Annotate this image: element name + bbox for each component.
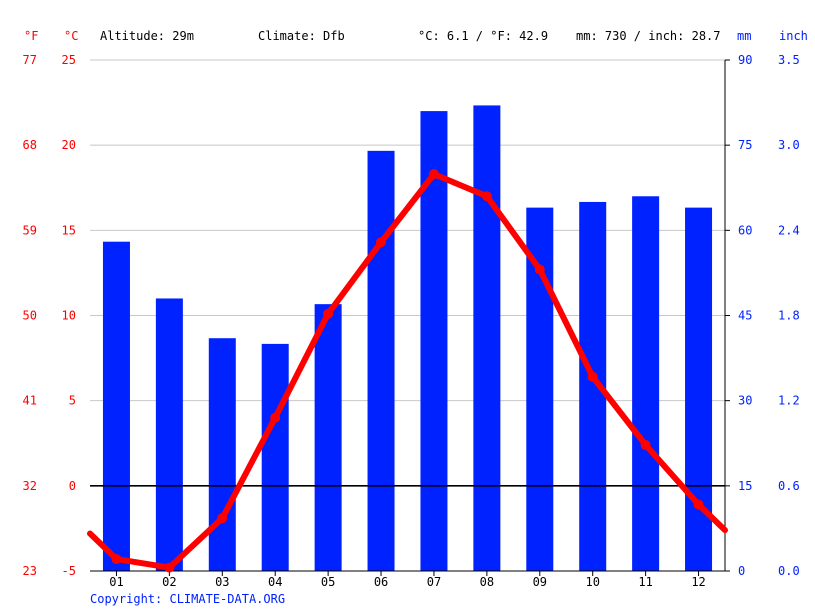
temperature-point — [693, 499, 704, 510]
x-tick-label: 09 — [533, 575, 547, 589]
x-tick-label: 07 — [427, 575, 441, 589]
x-tick-label: 11 — [638, 575, 652, 589]
fahrenheit-unit-label: °F — [24, 29, 38, 43]
x-tick-label: 02 — [162, 575, 176, 589]
y-tick-fahrenheit: 59 — [23, 223, 37, 237]
chart-axes — [90, 60, 726, 572]
temperature-line — [87, 171, 728, 571]
temperature-point — [534, 264, 545, 275]
x-tick-label: 10 — [585, 575, 599, 589]
y-tick-inch: 3.5 — [778, 53, 800, 67]
y-axis-fahrenheit: 23 32 41 50 59 68 77 — [23, 53, 37, 578]
copyright-label: Copyright: CLIMATE-DATA.ORG — [90, 592, 285, 606]
temperature-point — [587, 371, 598, 382]
temperature-point — [640, 439, 651, 450]
y-tick-mm: 75 — [738, 138, 752, 152]
y-tick-fahrenheit: 32 — [23, 479, 37, 493]
y-tick-fahrenheit: 68 — [23, 138, 37, 152]
temperature-point — [217, 513, 228, 524]
climate-label: Climate: Dfb — [258, 29, 345, 43]
y-axis-mm: 0 15 30 45 60 75 90 — [725, 53, 752, 578]
x-tick-label: 01 — [109, 575, 123, 589]
precipitation-bar — [155, 298, 183, 571]
temperature-average-label: °C: 6.1 / °F: 42.9 — [418, 29, 548, 43]
precipitation-bar — [632, 196, 660, 571]
y-tick-mm: 0 — [738, 564, 745, 578]
temperature-point — [376, 237, 387, 248]
precipitation-bar — [367, 150, 395, 571]
y-tick-celsius: -5 — [62, 564, 76, 578]
y-tick-celsius: 10 — [62, 309, 76, 323]
temperature-point — [164, 562, 175, 573]
mm-unit-label: mm — [737, 29, 751, 43]
precipitation-bar — [526, 207, 554, 571]
y-tick-inch: 1.2 — [778, 394, 800, 408]
precipitation-total-label: mm: 730 / inch: 28.7 — [576, 29, 721, 43]
y-tick-fahrenheit: 50 — [23, 309, 37, 323]
y-tick-celsius: 25 — [62, 53, 76, 67]
y-tick-inch: 1.8 — [778, 309, 800, 323]
x-tick-label: 08 — [480, 575, 494, 589]
y-tick-inch: 2.4 — [778, 223, 800, 237]
y-tick-fahrenheit: 77 — [23, 53, 37, 67]
x-tick-label: 06 — [374, 575, 388, 589]
temperature-series — [87, 169, 728, 573]
precipitation-bar — [261, 343, 289, 571]
y-tick-fahrenheit: 41 — [23, 394, 37, 408]
y-tick-mm: 15 — [738, 479, 752, 493]
y-tick-inch: 0.6 — [778, 479, 800, 493]
temperature-point — [323, 308, 334, 319]
precipitation-bars — [102, 105, 713, 571]
x-tick-label: 04 — [268, 575, 282, 589]
inch-unit-label: inch — [779, 29, 808, 43]
x-axis-months: 01 02 03 04 05 06 07 08 09 10 11 12 — [109, 571, 706, 589]
precipitation-bar — [473, 105, 501, 571]
y-tick-celsius: 15 — [62, 223, 76, 237]
y-tick-mm: 30 — [738, 394, 752, 408]
x-tick-label: 03 — [215, 575, 229, 589]
temperature-point — [111, 554, 122, 565]
grid-lines — [90, 59, 725, 572]
y-axis-inch: 0.0 0.6 1.2 1.8 2.4 3.0 3.5 — [778, 53, 800, 578]
y-tick-mm: 45 — [738, 309, 752, 323]
altitude-label: Altitude: 29m — [100, 29, 194, 43]
y-tick-mm: 60 — [738, 223, 752, 237]
y-tick-celsius: 0 — [69, 479, 76, 493]
temperature-point — [428, 169, 439, 180]
y-tick-mm: 90 — [738, 53, 752, 67]
y-tick-inch: 0.0 — [778, 564, 800, 578]
temperature-point — [481, 191, 492, 202]
chart-header: °F °C Altitude: 29m Climate: Dfb °C: 6.1… — [24, 29, 808, 43]
temperature-point — [270, 412, 281, 423]
y-tick-celsius: 5 — [69, 394, 76, 408]
precipitation-bar — [102, 241, 130, 571]
celsius-unit-label: °C — [64, 29, 78, 43]
precipitation-bar — [314, 304, 342, 571]
y-tick-celsius: 20 — [62, 138, 76, 152]
y-tick-fahrenheit: 23 — [23, 564, 37, 578]
x-tick-label: 12 — [691, 575, 705, 589]
x-tick-label: 05 — [321, 575, 335, 589]
precipitation-bar — [208, 338, 236, 571]
y-tick-inch: 3.0 — [778, 138, 800, 152]
y-axis-celsius: -5 0 5 10 15 20 25 — [62, 53, 76, 578]
